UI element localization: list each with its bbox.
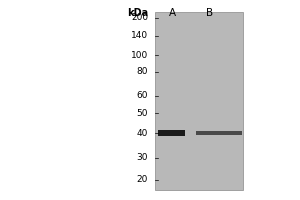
- Text: 100: 100: [131, 50, 148, 60]
- Text: 200: 200: [131, 14, 148, 22]
- Text: 60: 60: [136, 92, 148, 100]
- Text: A: A: [168, 8, 175, 18]
- Text: 140: 140: [131, 31, 148, 40]
- Text: 80: 80: [136, 68, 148, 76]
- Bar: [155, 12, 243, 190]
- Text: kDa: kDa: [127, 8, 148, 18]
- Bar: [158, 130, 185, 136]
- Bar: [196, 131, 242, 135]
- Text: 30: 30: [136, 154, 148, 162]
- Text: 50: 50: [136, 108, 148, 117]
- Text: B: B: [206, 8, 214, 18]
- Text: 40: 40: [136, 129, 148, 138]
- Text: 20: 20: [136, 176, 148, 184]
